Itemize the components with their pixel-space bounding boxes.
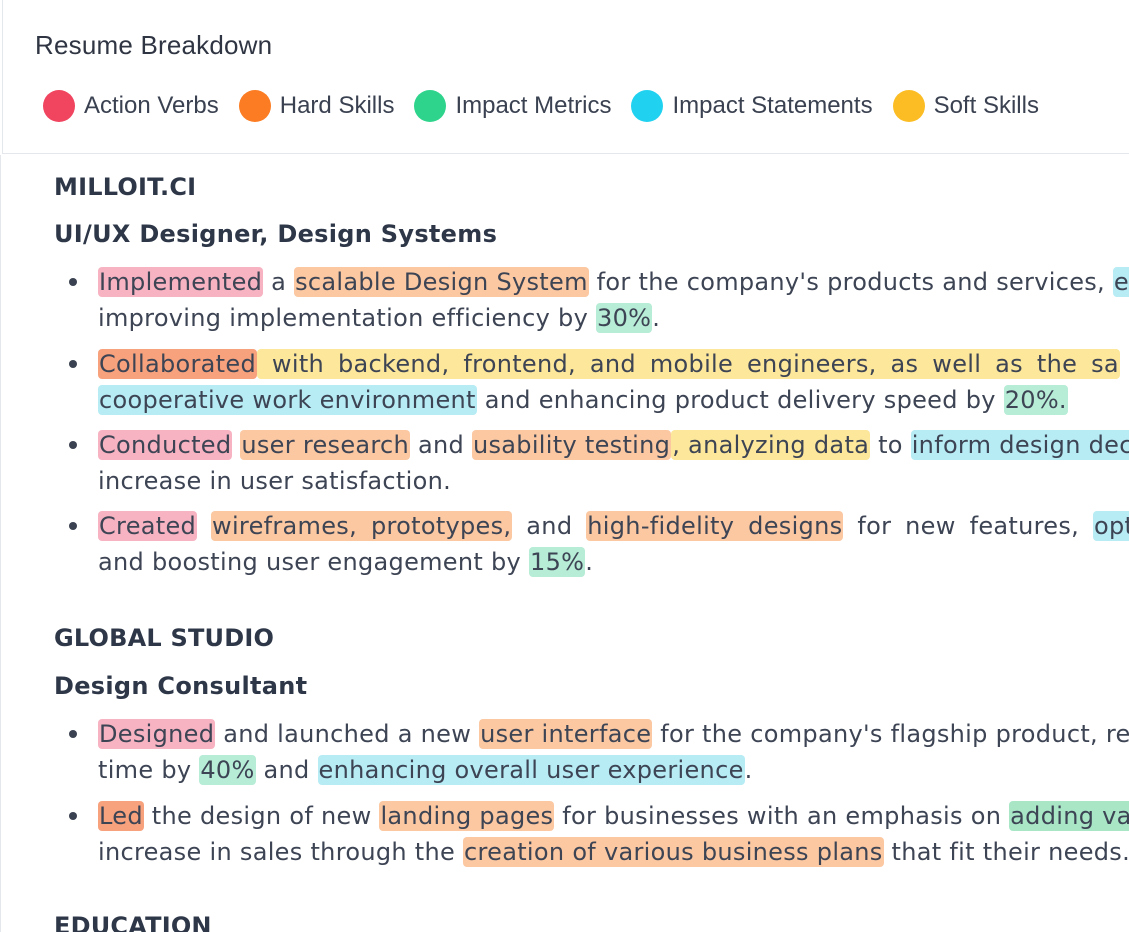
soft-skill-highlight: , analyzing data: [671, 430, 871, 460]
plain-text: .: [585, 548, 594, 576]
plain-text: and boosting user engagement by: [98, 548, 529, 576]
plain-text: and launched a new: [215, 720, 480, 748]
action-verb-highlight: Created: [98, 511, 198, 541]
legend-item-soft-skills[interactable]: Soft Skills: [892, 90, 1039, 122]
hard-skill-highlight: landing pages: [379, 801, 555, 831]
bullet-dot-icon: [69, 360, 77, 368]
plain-text: a: [263, 268, 295, 296]
plain-text: time by: [98, 756, 200, 784]
bullet-item: Designed and launched a new user interfa…: [69, 716, 1129, 788]
resume-content: MILLOIT.CI UI/UX Designer, Design System…: [0, 155, 1129, 932]
company-name: GLOBAL STUDIO: [54, 624, 275, 652]
bullet-line: Led the design of new landing pages for …: [98, 798, 1129, 834]
impact-statement-highlight: cooperative work environment: [98, 385, 477, 415]
plain-text: to: [870, 431, 911, 459]
legend-label: Impact Metrics: [455, 92, 612, 119]
company-name: MILLOIT.CI: [54, 173, 197, 201]
action-verb-highlight: Implemented: [98, 267, 264, 297]
impact-metric-highlight: 20%.: [1003, 385, 1068, 415]
bullet-line: Collaborated with backend, frontend, and…: [98, 346, 1129, 382]
plain-text: that fit their needs.: [883, 838, 1129, 866]
legend-item-impact-statements[interactable]: Impact Statements: [631, 90, 873, 122]
plain-text: for the company's products and services,: [588, 268, 1113, 296]
action-verb-highlight: Collaborated: [98, 349, 257, 379]
bullet-line: cooperative work environment and enhanci…: [98, 382, 1129, 418]
bullet-dot-icon: [69, 522, 77, 530]
bullet-item: Collaborated with backend, frontend, and…: [69, 346, 1129, 418]
plain-text: .: [652, 304, 661, 332]
legend-label: Action Verbs: [84, 92, 219, 119]
plain-text: improving implementation efficiency by: [98, 304, 597, 332]
impact-metric-highlight: 15%: [529, 547, 586, 577]
legend-label: Hard Skills: [279, 92, 395, 119]
plain-text: and: [410, 431, 472, 459]
job-title: UI/UX Designer, Design Systems: [54, 220, 498, 248]
bullet-dot-icon: [69, 278, 77, 286]
resume-breakdown-header: Resume Breakdown Action Verbs Hard Skill…: [2, 0, 1129, 154]
impact-statement-highlight: en: [1112, 267, 1129, 297]
impact-metric-highlight: 30%: [596, 303, 653, 333]
hard-skill-highlight: wireframes, prototypes,: [211, 511, 513, 541]
plain-text: [197, 512, 211, 540]
impact-statement-highlight: optimiz: [1093, 511, 1129, 541]
plain-text: increase in sales through the: [98, 838, 464, 866]
impact-metric-highlight: 40%: [199, 755, 256, 785]
bullet-line: Designed and launched a new user interfa…: [98, 716, 1129, 752]
plain-text: for new features,: [843, 512, 1094, 540]
impact-metrics-dot-icon: [414, 90, 447, 122]
bullet-dot-icon: [69, 730, 77, 738]
bullet-line: Created wireframes, prototypes, and high…: [98, 508, 1129, 544]
plain-text: and: [512, 512, 587, 540]
legend-label: Impact Statements: [672, 92, 873, 119]
legend-item-action-verbs[interactable]: Action Verbs: [43, 90, 219, 122]
legend: Action Verbs Hard Skills Impact Metrics …: [43, 90, 1059, 122]
plain-text: increase in user satisfaction.: [98, 467, 452, 495]
bullet-line: increase in user satisfaction.: [98, 463, 1129, 499]
bullet-dot-icon: [69, 441, 77, 449]
bullet-item: Implemented a scalable Design System for…: [69, 264, 1129, 336]
bullet-line: increase in sales through the creation o…: [98, 834, 1129, 870]
hard-skill-highlight: high-fidelity designs: [586, 511, 844, 541]
bullet-line: and boosting user engagement by 15%.: [98, 544, 1129, 580]
hard-skills-dot-icon: [238, 90, 271, 122]
bullet-item: Created wireframes, prototypes, and high…: [69, 508, 1129, 580]
hard-skill-highlight: creation of various business plans: [463, 837, 884, 867]
bullet-item: Led the design of new landing pages for …: [69, 798, 1129, 870]
soft-skills-dot-icon: [892, 90, 925, 122]
action-verb-highlight: Designed: [98, 719, 216, 749]
action-verbs-dot-icon: [43, 90, 75, 122]
impact-statement-highlight: inform design decisi: [910, 430, 1129, 460]
bullet-line: Implemented a scalable Design System for…: [98, 264, 1129, 300]
bullet-line: time by 40% and enhancing overall user e…: [98, 752, 1129, 788]
soft-skill-highlight: with backend, frontend, and mobile engin…: [257, 349, 1120, 379]
bullet-line: improving implementation efficiency by 3…: [98, 300, 1129, 336]
action-verb-highlight: Conducted: [98, 430, 233, 460]
bullet-dot-icon: [69, 812, 77, 820]
plain-text: for the company's flagship product, red: [652, 720, 1129, 748]
job-title: Design Consultant: [54, 672, 308, 700]
hard-skill-highlight: usability testing: [471, 430, 672, 460]
impact-statement-highlight: enhancing overall user experience: [317, 755, 745, 785]
plain-text: for businesses with an emphasis on: [554, 802, 1010, 830]
hard-skill-highlight: scalable Design System: [294, 267, 589, 297]
bullet-line: Conducted user research and usability te…: [98, 427, 1129, 463]
legend-item-hard-skills[interactable]: Hard Skills: [238, 90, 395, 122]
plain-text: .: [744, 756, 753, 784]
hard-skill-highlight: user research: [240, 430, 411, 460]
plain-text: and enhancing product delivery speed by: [476, 386, 1004, 414]
action-verb-highlight: Led: [98, 801, 144, 831]
impact-statements-dot-icon: [631, 90, 664, 122]
bullet-item: Conducted user research and usability te…: [69, 427, 1129, 499]
legend-item-impact-metrics[interactable]: Impact Metrics: [414, 90, 611, 122]
legend-label: Soft Skills: [933, 92, 1039, 119]
plain-text: the design of new: [143, 802, 380, 830]
impact-metric-highlight: adding valu: [1009, 801, 1129, 831]
page-title: Resume Breakdown: [35, 30, 273, 60]
hard-skill-highlight: user interface: [479, 719, 653, 749]
section-heading-education: EDUCATION: [54, 912, 212, 932]
plain-text: and: [255, 756, 318, 784]
